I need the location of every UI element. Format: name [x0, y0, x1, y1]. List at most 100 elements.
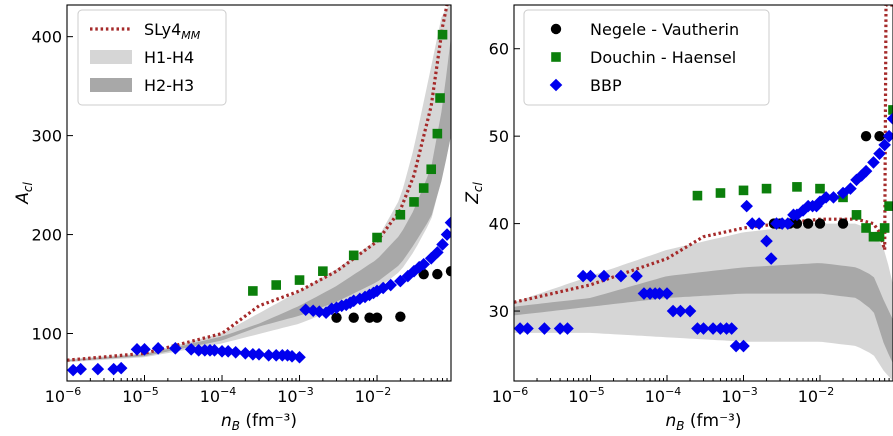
circle-point: [814, 218, 826, 229]
diamond-point: [740, 199, 753, 213]
diamond-point: [576, 269, 590, 283]
square-point: [248, 286, 258, 296]
square-point: [851, 210, 862, 220]
diamond-point: [878, 138, 891, 152]
x-tick-label: 10−2: [355, 385, 392, 406]
diamond-point: [424, 252, 438, 265]
circle-point: [874, 130, 885, 142]
diamond-point: [417, 257, 431, 271]
diamond-point: [521, 322, 534, 335]
diamond-point: [262, 348, 275, 362]
diamond-point: [745, 217, 759, 230]
circle-point: [371, 312, 383, 323]
diamond-point: [867, 156, 880, 169]
y-tick-label: 400: [31, 28, 62, 47]
diamond-point: [107, 362, 120, 376]
circle-point: [860, 130, 872, 142]
diamond-point: [394, 274, 407, 288]
diamond-point: [412, 260, 426, 274]
diamond-point: [208, 344, 221, 357]
y-axis-label: Zcl: [463, 182, 485, 205]
diamond-point: [221, 345, 235, 358]
diamond-point: [444, 216, 451, 229]
square-point: [426, 164, 437, 175]
diamond-point: [630, 269, 643, 283]
diamond-point: [614, 269, 628, 283]
diamond-point: [752, 217, 766, 230]
diamond-point: [138, 343, 151, 356]
square-point: [738, 185, 749, 196]
diamond-point: [358, 290, 372, 304]
square-point: [432, 128, 443, 139]
diamond-point: [538, 322, 551, 335]
diamond-point: [729, 339, 743, 353]
y-tick-label: 60: [489, 40, 509, 59]
diamond-point: [844, 182, 857, 195]
diamond-point: [836, 186, 850, 200]
circle-point: [791, 218, 803, 229]
legend-label: Negele - Vautherin: [590, 20, 739, 39]
dark-band: [514, 263, 893, 364]
diamond-point: [440, 228, 451, 241]
diamond-point: [674, 304, 687, 318]
dark-band: [67, 36, 451, 362]
diamond-point: [229, 346, 242, 359]
legend-label: Douchin - Haensel: [590, 48, 736, 67]
legend: SLy4MM H1-H4 H2-H3: [77, 9, 227, 106]
legend-label: SLy4MM: [144, 20, 201, 42]
light-band: [514, 223, 893, 381]
diamond-point: [584, 269, 597, 283]
diamond-point: [827, 191, 840, 204]
diamond-point: [407, 264, 421, 278]
legend-label: H2-H3: [144, 76, 194, 95]
diamond-point: [764, 252, 778, 265]
square-point: [884, 201, 893, 211]
series-circle: [768, 130, 885, 229]
x-tick-label: 10−4: [200, 385, 237, 406]
diamond-point: [760, 234, 773, 248]
circle-point: [837, 218, 849, 229]
diamond-point: [330, 301, 343, 315]
y-tick-label: 300: [31, 127, 62, 146]
square-point: [348, 250, 359, 261]
legend-light-band-swatch: [90, 50, 132, 64]
diamond-point: [725, 322, 738, 335]
diamond-point: [790, 208, 804, 222]
square-point: [792, 182, 802, 192]
diamond-point: [666, 304, 680, 318]
diamond-point: [737, 339, 750, 353]
circle-point: [364, 312, 375, 323]
diamond-point: [370, 284, 384, 298]
diamond-point: [353, 292, 367, 306]
diamond-point: [74, 362, 87, 376]
diamond-point: [293, 350, 306, 364]
x-tick-label: 10−5: [568, 385, 605, 406]
square-point: [692, 190, 703, 201]
diamond-point: [431, 246, 444, 259]
y-axis-label: Acl: [13, 182, 35, 205]
x-tick-label: 10−3: [721, 385, 758, 406]
diamond-point: [114, 361, 128, 375]
circle-point: [331, 312, 342, 323]
series-square: [248, 29, 448, 296]
square-point: [409, 197, 419, 207]
circle-point: [802, 218, 814, 229]
series-diamond: [514, 112, 893, 353]
circle-point: [348, 312, 359, 323]
plot-area-1: [67, 5, 451, 377]
square-point: [888, 105, 893, 115]
square-point: [294, 275, 305, 285]
panel-2: 10−6 10−5 10−4 10−3 10−2 30 40 50 60 nB (fm⁻³) Zcl…: [463, 4, 893, 433]
y-tick-label: 50: [489, 127, 509, 146]
diamond-point: [813, 195, 827, 209]
y-tick-label: 30: [489, 302, 509, 321]
diamond-point: [252, 347, 266, 361]
square-point: [437, 29, 448, 40]
diamond-point: [184, 343, 198, 356]
diamond-point: [313, 305, 326, 319]
legend-label: BBP: [590, 76, 622, 95]
legend-dark-band-swatch: [90, 78, 132, 92]
y-tick-label: 100: [31, 325, 62, 344]
series-diamond: [67, 216, 451, 377]
